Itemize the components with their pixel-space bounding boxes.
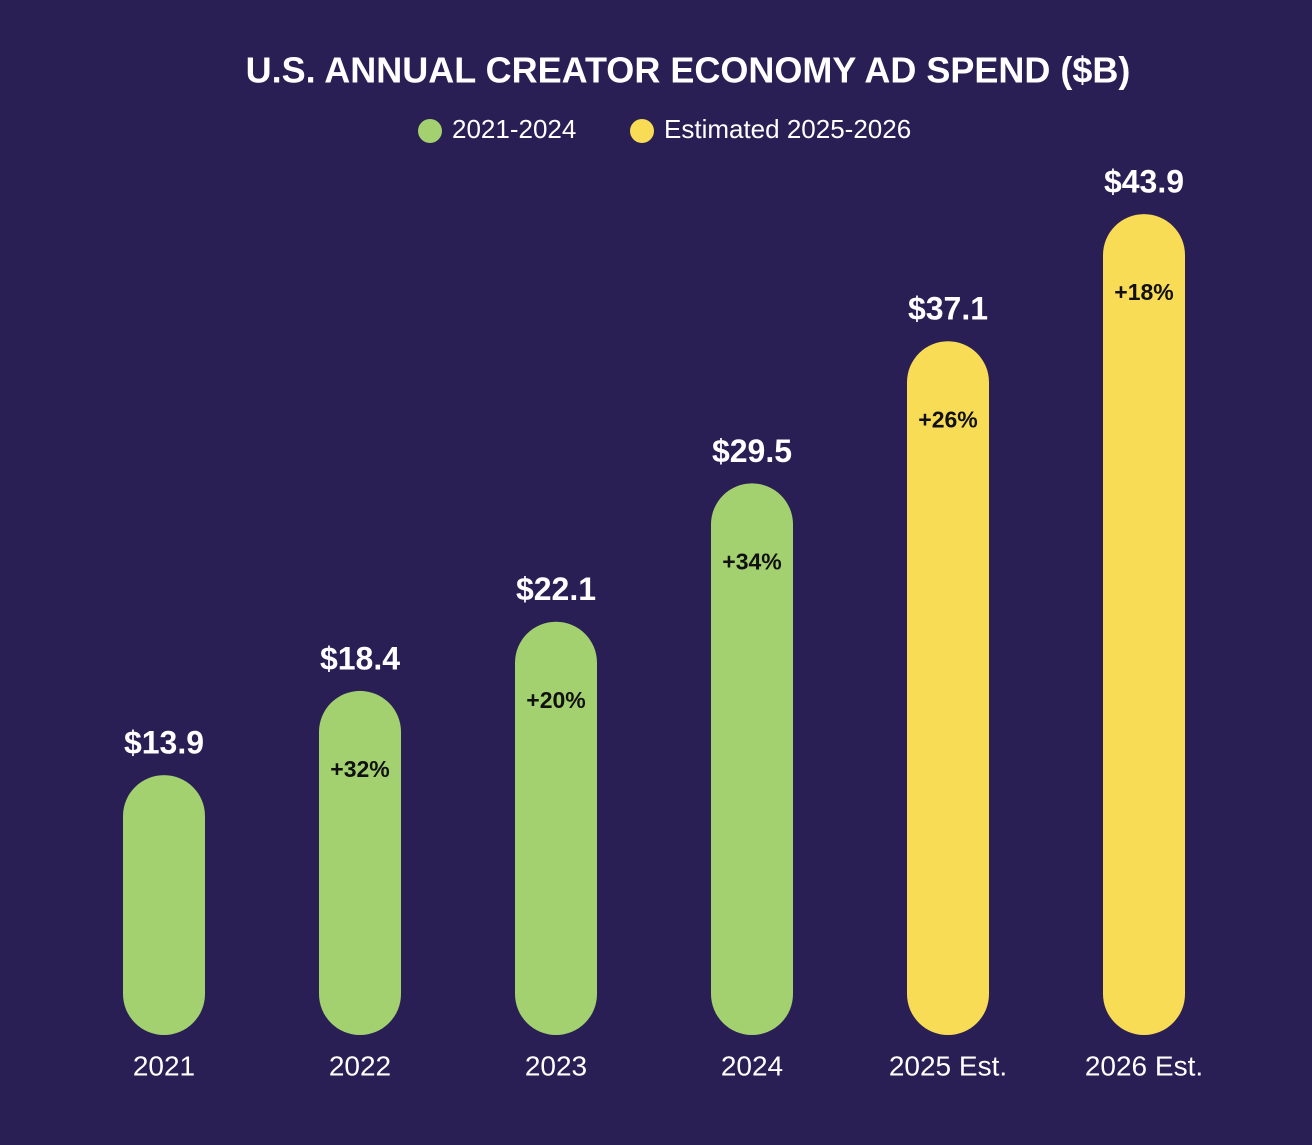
- x-tick-label: 2021: [133, 1050, 195, 1081]
- value-label: $18.4: [320, 640, 400, 676]
- bar: [319, 690, 401, 1035]
- bar: [1103, 214, 1185, 1035]
- bar: [123, 775, 205, 1035]
- value-label: $43.9: [1104, 164, 1184, 200]
- bar: [515, 621, 597, 1035]
- value-label: $37.1: [908, 291, 988, 327]
- chart-title: U.S. ANNUAL CREATOR ECONOMY AD SPEND ($B…: [246, 50, 1131, 91]
- growth-label: +26%: [918, 406, 977, 432]
- x-tick-label: 2023: [525, 1050, 587, 1081]
- x-tick-label: 2022: [329, 1050, 391, 1081]
- legend-swatch: [630, 119, 654, 143]
- x-tick-label: 2024: [721, 1050, 783, 1081]
- growth-label: +32%: [330, 756, 389, 782]
- legend-label: Estimated 2025-2026: [664, 114, 911, 144]
- bar: [711, 483, 793, 1036]
- bar: [907, 341, 989, 1036]
- legend-swatch: [418, 119, 442, 143]
- growth-label: +20%: [526, 687, 585, 713]
- x-tick-label: 2026 Est.: [1085, 1050, 1203, 1081]
- value-label: $13.9: [124, 725, 204, 761]
- x-tick-label: 2025 Est.: [889, 1050, 1007, 1081]
- value-label: $22.1: [516, 571, 596, 607]
- legend-label: 2021-2024: [452, 114, 576, 144]
- value-label: $29.5: [712, 433, 792, 469]
- growth-label: +34%: [722, 548, 781, 574]
- growth-label: +18%: [1114, 279, 1173, 305]
